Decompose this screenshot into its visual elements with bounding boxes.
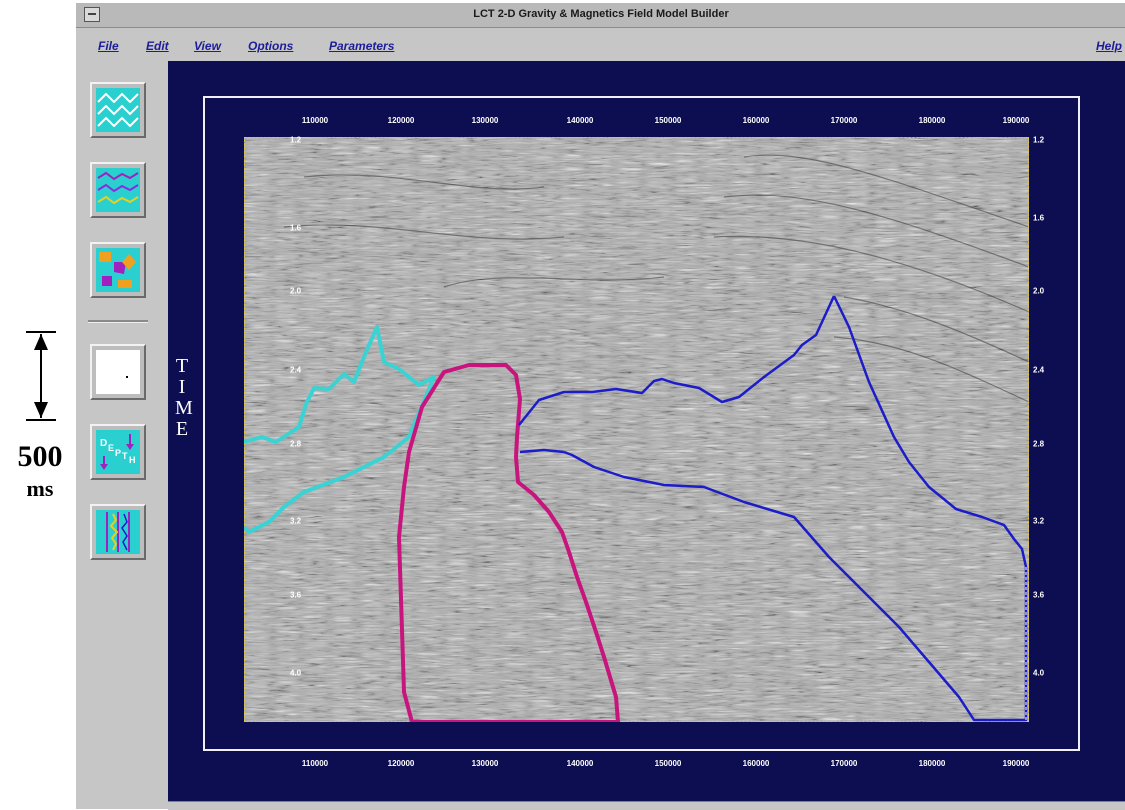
x-tick-bottom: 180000 xyxy=(918,759,946,768)
y-tick-right: 1.2 xyxy=(1033,135,1045,145)
svg-text:E: E xyxy=(108,443,114,453)
x-tick-bottom: 150000 xyxy=(654,759,682,768)
y-tick-right: 3.2 xyxy=(1033,516,1045,526)
seismic-section[interactable] xyxy=(244,137,1029,722)
seismic-reflectors xyxy=(283,154,1029,403)
x-tick-top: 170000 xyxy=(830,116,858,125)
y-tick-left: 1.2 xyxy=(290,135,302,145)
menu-file[interactable]: File xyxy=(98,39,119,53)
scale-value: 500 xyxy=(17,440,63,473)
tool-wave-lines[interactable] xyxy=(90,82,146,138)
x-tick-top: 110000 xyxy=(301,116,329,125)
y-tick-left: 3.2 xyxy=(290,516,302,526)
tool-blank[interactable] xyxy=(90,344,146,400)
horizon-lines-icon xyxy=(96,168,140,212)
upper-horizon[interactable] xyxy=(518,295,836,426)
y-tick-left: 2.0 xyxy=(290,286,302,296)
window-menu-icon[interactable] xyxy=(84,7,100,22)
svg-text:D: D xyxy=(100,438,107,449)
x-tick-bottom: 140000 xyxy=(566,759,594,768)
x-tick-top: 120000 xyxy=(387,116,415,125)
section-boundary xyxy=(244,137,1029,722)
x-tick-bottom: 160000 xyxy=(742,759,770,768)
x-tick-bottom: 170000 xyxy=(830,759,858,768)
plot-border xyxy=(203,96,1080,751)
x-tick-bottom: 190000 xyxy=(1002,759,1030,768)
y-tick-right: 3.6 xyxy=(1033,590,1045,600)
y-tick-right: 4.0 xyxy=(1033,668,1045,678)
title-bar: LCT 2-D Gravity & Magnetics Field Model … xyxy=(76,3,1125,28)
tool-palette: D E P T H xyxy=(84,58,154,778)
menu-help[interactable]: Help xyxy=(1096,39,1123,53)
seismic-traces xyxy=(244,137,1029,722)
salt-body-outline[interactable] xyxy=(397,363,620,722)
scale-unit: ms xyxy=(26,476,54,501)
well-log-icon xyxy=(96,510,140,554)
tool-polygons[interactable] xyxy=(90,242,146,298)
wave-lines-icon xyxy=(96,88,140,132)
app-window: LCT 2-D Gravity & Magnetics Field Model … xyxy=(75,3,1125,810)
x-tick-bottom: 130000 xyxy=(471,759,499,768)
x-tick-bottom: 110000 xyxy=(301,759,329,768)
svg-text:H: H xyxy=(129,455,136,465)
x-tick-top: 180000 xyxy=(918,116,946,125)
blank-canvas-icon xyxy=(96,350,140,394)
menu-parameters[interactable]: Parameters xyxy=(329,39,395,53)
y-axis-title-text: TIME xyxy=(175,355,193,440)
scale-bar xyxy=(26,331,56,421)
horizontal-scrollbar[interactable] xyxy=(168,801,1125,810)
x-tick-bottom: 120000 xyxy=(387,759,415,768)
svg-text:P: P xyxy=(115,448,121,458)
menu-edit[interactable]: Edit xyxy=(146,39,169,53)
y-tick-right: 2.8 xyxy=(1033,439,1045,449)
y-tick-left: 2.8 xyxy=(290,439,302,449)
lower-horizon-segment[interactable] xyxy=(519,448,565,454)
window-title: LCT 2-D Gravity & Magnetics Field Model … xyxy=(473,8,729,20)
y-axis-title: TIME xyxy=(172,355,193,440)
depth-icon: D E P T H xyxy=(96,430,140,474)
y-tick-right: 2.4 xyxy=(1033,365,1045,375)
cyan-body-outline[interactable] xyxy=(244,325,436,534)
menu-bar: File Edit View Options Parameters Help xyxy=(76,28,1125,58)
y-tick-left: 4.0 xyxy=(290,668,302,678)
y-tick-right: 1.6 xyxy=(1033,213,1045,223)
menu-view[interactable]: View xyxy=(194,39,221,53)
x-tick-top: 190000 xyxy=(1002,116,1030,125)
svg-text:T: T xyxy=(122,451,128,461)
lower-horizon-body[interactable] xyxy=(563,295,1028,722)
y-tick-left: 3.6 xyxy=(290,590,302,600)
y-tick-left: 2.4 xyxy=(290,365,302,375)
section-display: 110000 120000 130000 140000 150000 16000… xyxy=(168,61,1125,801)
tool-horizons[interactable] xyxy=(90,162,146,218)
x-tick-top: 140000 xyxy=(566,116,594,125)
x-tick-top: 130000 xyxy=(471,116,499,125)
menu-options[interactable]: Options xyxy=(248,39,294,53)
polygon-shapes-icon xyxy=(96,248,140,292)
tool-well-log[interactable] xyxy=(90,504,146,560)
x-tick-top: 150000 xyxy=(654,116,682,125)
tool-depth[interactable]: D E P T H xyxy=(90,424,146,480)
y-tick-right: 2.0 xyxy=(1033,286,1045,296)
x-tick-top: 160000 xyxy=(742,116,770,125)
toolbar-separator xyxy=(88,320,148,323)
y-tick-left: 1.6 xyxy=(290,223,302,233)
